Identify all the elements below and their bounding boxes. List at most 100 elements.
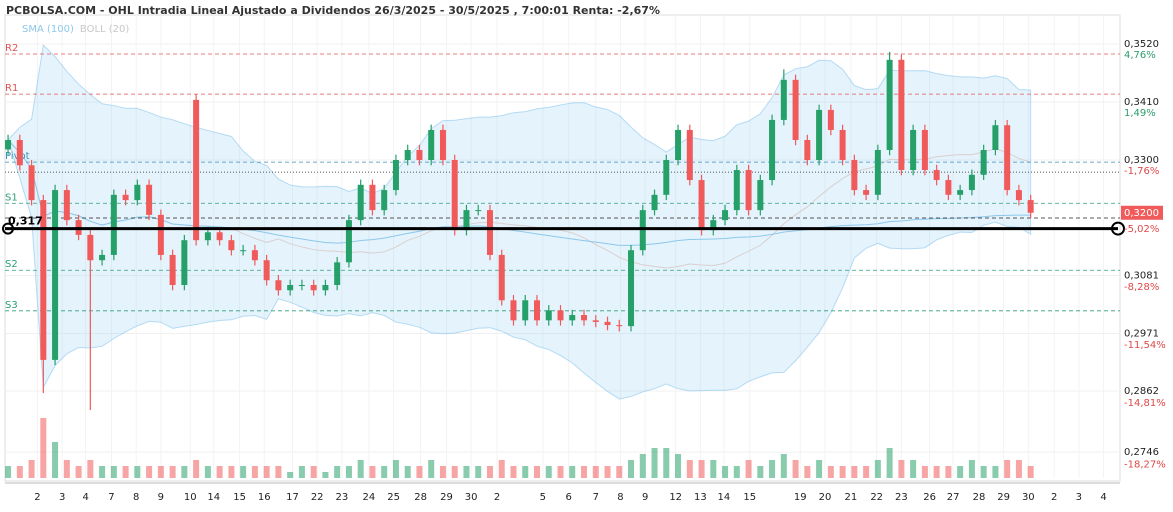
volume-bar [945,466,952,478]
candle-body [240,250,247,252]
candle-body [475,210,482,212]
candle-body [134,184,141,201]
x-tick-label: 9 [158,492,164,503]
volume-bar [110,466,117,478]
pivot-label: S1 [5,192,18,203]
candle-body [616,325,623,327]
candle-body [863,190,870,195]
volume-bar [957,466,964,478]
x-tick-label: 8 [617,492,623,503]
volume-bar [75,466,82,478]
volume-bar [216,466,223,478]
volume-bar [921,466,928,478]
reference-marker [2,222,14,235]
legend-entry: BOLL (20) [80,24,130,35]
volume-bar [63,460,70,478]
candle-body [169,254,176,285]
candle-body [733,170,740,211]
x-tick-label: 19 [794,492,807,503]
candle-body [686,129,693,181]
candle-body [428,129,435,161]
candle-body [1004,125,1011,191]
volume-bar [733,466,740,478]
x-tick-label: 8 [133,492,139,503]
volume-bar [698,460,705,478]
volume-bar [204,466,211,478]
volume-bar [345,466,352,478]
candle-body [545,310,552,321]
x-tick-label: 29 [440,492,453,503]
volume-bar [745,460,752,478]
candle-body [193,99,200,241]
candle-body [251,250,258,261]
reference-marker [1111,221,1125,236]
volume-bar [980,466,987,478]
volume-bar [804,466,811,478]
y2-tick-label: -11,54% [1124,340,1166,351]
volume-bar [392,460,399,478]
volume-bar [240,466,247,478]
x-tick-label: 30 [465,492,478,503]
y-tick-label: 0,2746 [1124,447,1159,458]
volume-bar [52,442,59,478]
volume-bar [1027,466,1034,478]
x-tick-label: 28 [414,492,427,503]
candle-body [980,149,987,175]
x-tick-label: 23 [895,492,908,503]
volume-bar [874,460,881,478]
candle-body [933,170,940,181]
volume-bar [463,466,470,478]
candle-body [16,139,23,166]
y-tick-label: 0,3520 [1124,39,1159,50]
volume-bar [357,460,364,478]
x-tick-label: 27 [947,492,960,503]
volume-bar [439,466,446,478]
candle-body [228,240,235,251]
x-tick-label: 4 [82,492,88,503]
volume-bar [381,466,388,478]
candle-body [1027,200,1034,213]
candle-body [722,210,729,221]
candle-body [1015,190,1022,201]
volume-bar [569,466,576,478]
candle-body [569,315,576,321]
candle-body [628,250,635,327]
pivot-label: S3 [5,300,18,311]
y-tick-label: 0,2971 [1124,329,1159,340]
x-tick-label: 14 [718,492,731,503]
volume-bar [298,466,305,478]
x-tick-label: 15 [743,492,756,503]
x-tick-label: 6 [566,492,572,503]
y-tick-label: 0,3081 [1124,271,1159,282]
x-tick-label: 20 [819,492,832,503]
volume-bar [510,466,517,478]
x-tick-label: 22 [870,492,883,503]
volume-bar [933,466,940,478]
candle-body [886,59,893,150]
candle-body [533,300,540,321]
chart-title: PCBOLSA.COM - OHL Intradia Lineal Ajusta… [6,4,660,17]
volume-bar [851,466,858,478]
y-tick-label: 0,3300 [1124,155,1159,166]
pivot-label: S2 [5,259,18,270]
volume-bar [475,466,482,478]
candle-body [780,79,787,120]
volume-bar [16,466,23,478]
candle-body [651,194,658,211]
candle-body [557,310,564,321]
candle-body [298,284,305,286]
volume-bar [451,466,458,478]
candle-body [745,170,752,211]
y2-tick-label: -5,02% [1124,224,1159,235]
candle-body [52,190,59,360]
volume-bar [146,466,153,478]
x-tick-label: 22 [311,492,324,503]
volume-bar [886,448,893,478]
volume-bar [910,460,917,478]
candle-body [992,125,999,150]
last-price-box [1121,205,1163,220]
candle-body [310,284,317,291]
volume-bar [604,466,611,478]
